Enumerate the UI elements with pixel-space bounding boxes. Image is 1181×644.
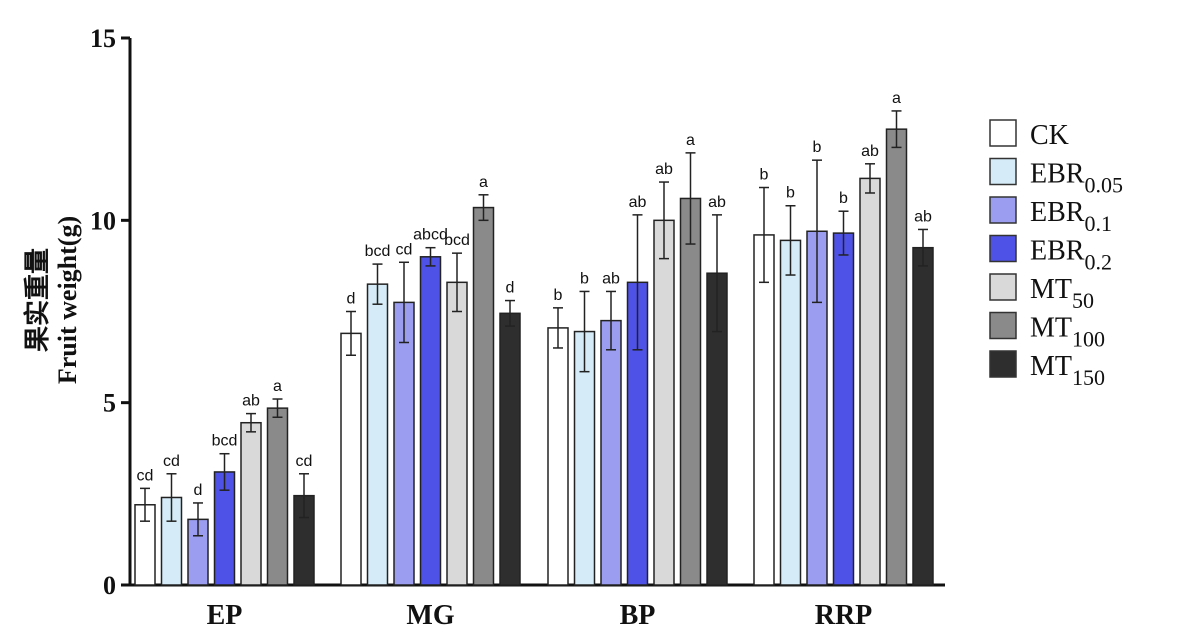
bar xyxy=(472,206,495,586)
significance-label: b xyxy=(786,185,795,202)
legend-entry: EBR0.1 xyxy=(1030,197,1112,236)
bar xyxy=(859,177,881,586)
significance-label: ab xyxy=(629,194,647,211)
category-label: BP xyxy=(620,600,656,631)
legend-swatch xyxy=(989,311,1017,340)
legend-swatch xyxy=(989,157,1017,186)
significance-label: ab xyxy=(602,270,620,287)
legend-entry: MT100 xyxy=(1030,313,1105,352)
y-tick-label: 0 xyxy=(103,571,116,600)
significance-label: a xyxy=(479,174,488,191)
category-label: RRP xyxy=(815,600,873,631)
significance-label: a xyxy=(686,132,695,149)
legend-swatch xyxy=(989,119,1017,147)
y-tick-label: 10 xyxy=(90,206,116,235)
significance-label: ab xyxy=(242,393,260,410)
bar xyxy=(600,319,622,586)
bar xyxy=(499,312,521,586)
legend-swatch xyxy=(989,234,1017,263)
y-tick-label: 5 xyxy=(103,389,116,418)
bar xyxy=(885,128,908,586)
y-axis-title-cn: 果实重量 xyxy=(22,248,53,352)
significance-label: d xyxy=(347,291,356,308)
significance-label: b xyxy=(839,190,848,207)
significance-label: abcd xyxy=(413,227,448,244)
significance-label: cd xyxy=(137,467,154,484)
y-axis-title: Fruit weight(g) xyxy=(53,216,82,384)
significance-label: ab xyxy=(655,161,673,178)
significance-label: b xyxy=(580,270,589,287)
significance-label: cd xyxy=(396,241,413,258)
bar xyxy=(419,256,442,586)
legend-entry: CK xyxy=(1030,120,1069,151)
legend-swatch xyxy=(989,273,1017,301)
category-label: MG xyxy=(406,600,454,631)
legend-entry: MT50 xyxy=(1030,274,1094,313)
bar xyxy=(266,407,289,586)
legend-entry: EBR0.2 xyxy=(1030,236,1112,275)
significance-label: b xyxy=(760,167,769,184)
significance-label: bcd xyxy=(365,243,391,260)
significance-label: b xyxy=(554,287,563,304)
y-axis-title: 果实重量 Fruit weight(g) xyxy=(22,216,82,384)
significance-label: b xyxy=(813,139,822,156)
y-tick-label: 15 xyxy=(90,24,116,53)
bar xyxy=(679,197,702,586)
significance-label: ab xyxy=(914,208,932,225)
bar xyxy=(653,219,675,586)
significance-label: ab xyxy=(861,143,879,160)
significance-label: ab xyxy=(708,194,726,211)
legend-swatch xyxy=(989,196,1017,224)
significance-label: a xyxy=(892,90,901,107)
significance-label: cd xyxy=(163,453,180,470)
bar xyxy=(912,246,934,586)
axes: 0 5 10 15 EP MG BP RRP xyxy=(90,24,945,631)
bar xyxy=(547,327,569,586)
category-label: EP xyxy=(207,600,243,631)
significance-label: d xyxy=(194,482,203,499)
bar xyxy=(779,239,802,586)
bar xyxy=(340,332,362,586)
significance-label: cd xyxy=(296,453,313,470)
bar xyxy=(393,301,415,586)
significance-label: a xyxy=(273,378,282,395)
legend-entry: EBR0.05 xyxy=(1030,159,1123,198)
significance-label: bcd xyxy=(212,433,238,450)
bar xyxy=(832,232,855,586)
bar xyxy=(240,421,262,586)
legend-swatch xyxy=(989,350,1017,378)
bar xyxy=(366,283,389,586)
significance-label: bcd xyxy=(444,232,470,249)
bar xyxy=(446,281,468,586)
bar xyxy=(753,234,775,586)
legend-entry: MT150 xyxy=(1030,351,1105,390)
significance-label: d xyxy=(506,280,515,297)
